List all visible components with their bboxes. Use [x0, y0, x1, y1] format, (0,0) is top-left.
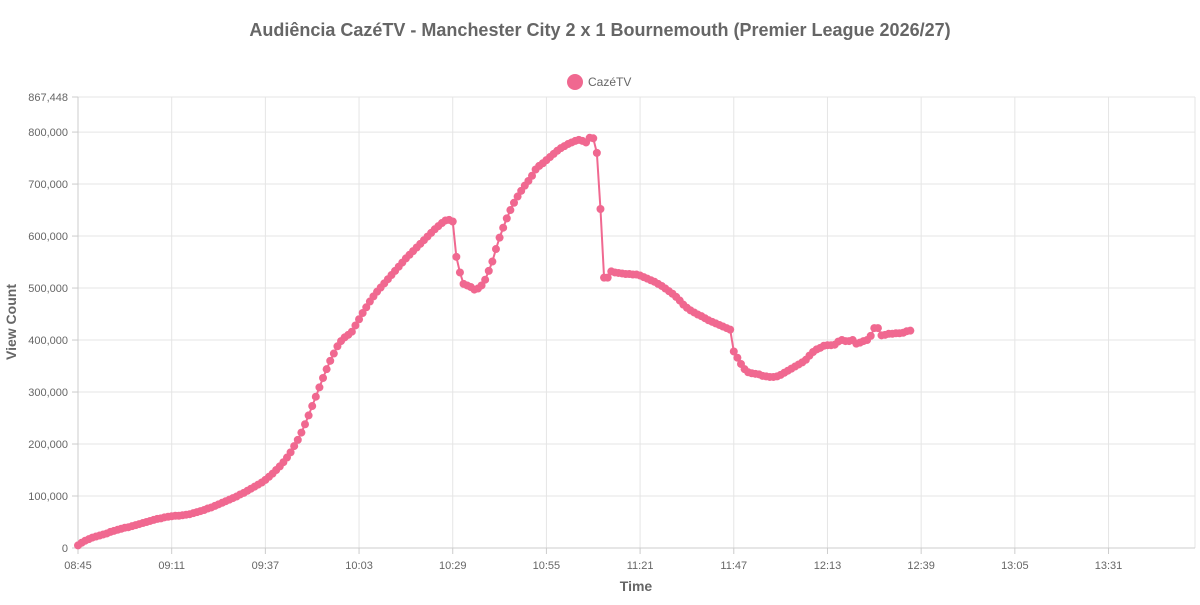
data-point [488, 257, 497, 266]
data-point [455, 268, 464, 277]
x-tick-label: 11:21 [627, 560, 654, 572]
data-point [596, 205, 605, 214]
y-axis-label: View Count [3, 284, 19, 360]
data-point [322, 365, 331, 374]
data-point [906, 326, 915, 335]
y-tick-label: 0 [62, 543, 68, 555]
legend-marker [567, 74, 583, 90]
data-point [319, 373, 328, 382]
series-line [77, 136, 911, 547]
grid [72, 96, 1196, 554]
y-tick-label: 867,448 [28, 92, 68, 104]
x-tick-label: 09:11 [158, 560, 185, 572]
data-point [603, 273, 612, 282]
data-point [297, 428, 306, 437]
x-tick-label: 12:39 [907, 560, 935, 572]
x-tick-label: 09:37 [252, 560, 280, 572]
y-axis-ticks: 0 100,000 200,000 300,000 400,000 500,000 600,… [28, 92, 68, 555]
x-axis-label: Time [620, 578, 653, 594]
data-point [355, 315, 364, 324]
data-point [329, 349, 338, 358]
data-point [491, 245, 500, 254]
data-point [452, 252, 461, 261]
y-tick-label: 200,000 [28, 439, 68, 451]
data-point [733, 353, 742, 362]
legend[interactable]: CazéTV [567, 74, 631, 90]
data-point [347, 327, 356, 336]
y-tick-label: 400,000 [28, 335, 68, 347]
y-tick-label: 600,000 [28, 231, 68, 243]
data-point [506, 206, 515, 215]
data-point [528, 171, 537, 180]
data-point [358, 309, 367, 317]
data-point [351, 321, 360, 330]
data-point [477, 281, 486, 290]
legend-label: CazéTV [588, 75, 631, 89]
x-tick-label: 13:05 [1001, 560, 1029, 572]
x-tick-label: 13:31 [1095, 560, 1123, 572]
data-point [592, 148, 601, 157]
x-tick-label: 12:13 [814, 560, 842, 572]
data-point [290, 442, 299, 451]
data-point [589, 134, 598, 143]
y-tick-label: 700,000 [28, 179, 68, 191]
x-axis-ticks: 08:45 09:11 09:37 10:03 10:29 10:55 11:21 11:47… [64, 560, 1122, 572]
data-point [311, 392, 320, 401]
x-tick-label: 11:47 [720, 560, 747, 572]
x-tick-label: 10:29 [439, 560, 467, 572]
y-tick-label: 300,000 [28, 387, 68, 399]
data-point [481, 275, 490, 284]
data-point [484, 266, 493, 275]
data-point [866, 331, 875, 340]
data-point [726, 325, 735, 334]
data-point [513, 192, 522, 201]
data-point [729, 347, 738, 356]
data-point [315, 383, 324, 392]
data-point [502, 214, 511, 223]
series-cazetv [74, 133, 915, 550]
chart-title: Audiência CazéTV - Manchester City 2 x 1… [249, 20, 950, 40]
data-point [326, 356, 335, 365]
data-point [301, 420, 309, 429]
data-point [304, 411, 313, 420]
x-tick-label: 10:55 [533, 560, 561, 572]
data-point [873, 324, 882, 333]
y-tick-label: 500,000 [28, 283, 68, 295]
data-point [362, 303, 371, 312]
data-point [293, 435, 302, 444]
data-point [308, 402, 317, 411]
data-point [499, 223, 508, 232]
data-point [448, 217, 457, 226]
y-tick-label: 100,000 [28, 491, 68, 503]
x-tick-label: 10:03 [345, 560, 373, 572]
y-tick-label: 800,000 [28, 127, 68, 139]
data-point [495, 233, 504, 242]
data-point [509, 198, 518, 207]
data-point [286, 448, 295, 457]
x-tick-label: 08:45 [64, 560, 92, 572]
